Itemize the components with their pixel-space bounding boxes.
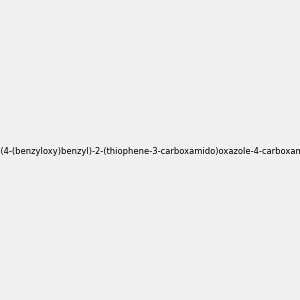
Text: N-(4-(benzyloxy)benzyl)-2-(thiophene-3-carboxamido)oxazole-4-carboxamide: N-(4-(benzyloxy)benzyl)-2-(thiophene-3-c…	[0, 147, 300, 156]
